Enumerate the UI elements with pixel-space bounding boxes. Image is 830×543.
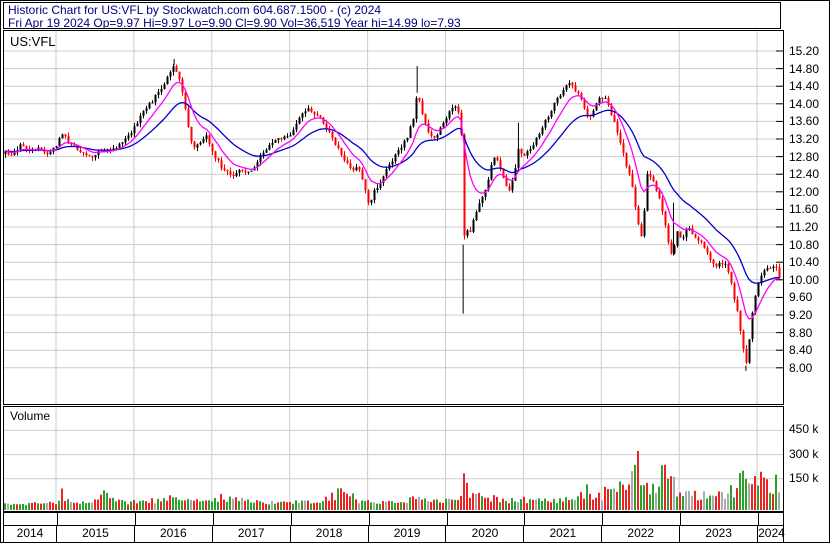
price-axis-label: 10.80	[789, 237, 820, 252]
ma-fast-line	[4, 81, 780, 320]
price-axis-label: 13.20	[789, 132, 820, 146]
year-label: 2021	[524, 526, 603, 542]
price-axis-label: 10.40	[789, 255, 820, 270]
year-boundary-tick	[290, 513, 292, 525]
candles-group	[4, 58, 781, 371]
volume-bars-group	[4, 450, 780, 510]
year-label: 2019	[369, 526, 447, 542]
year-boundary-tick	[368, 513, 370, 525]
year-label: 2020	[447, 526, 525, 542]
year-label: 2018	[291, 526, 369, 542]
year-boundary-tick	[602, 513, 604, 525]
price-axis-label: 8.40	[789, 343, 813, 358]
year-boundary-tick	[680, 513, 682, 525]
header-quote-line: Fri Apr 19 2024 Op=9.97 Hi=9.97 Lo=9.90 …	[8, 16, 461, 29]
year-boundary-tick	[134, 513, 136, 525]
year-label: 2015	[57, 526, 135, 542]
ma-slow-line	[4, 101, 779, 284]
chart-header: Historic Chart for US:VFL by Stockwatch.…	[3, 2, 781, 29]
year-tick-row	[3, 512, 784, 526]
year-label: 2024	[758, 526, 785, 540]
header-title-line: Historic Chart for US:VFL by Stockwatch.…	[8, 3, 382, 17]
volume-gridlines	[4, 407, 783, 511]
symbol-label: US:VFL	[10, 34, 56, 49]
volume-axis-label: 300 k	[789, 446, 819, 461]
year-boundary-tick	[758, 513, 760, 525]
volume-axis-label: 450 k	[789, 422, 819, 437]
price-axis-label: 11.60	[789, 202, 819, 217]
year-label-row: 2014 2015 2016 2017 2018 2019 2020 2021 2022 2023…	[3, 525, 785, 542]
price-panel[interactable]: US:VFL	[3, 30, 784, 405]
price-axis-label: 12.40	[789, 167, 820, 182]
price-axis-label: 10.00	[789, 272, 820, 287]
price-axis-label: 12.00	[789, 184, 820, 199]
volume-chart-canvas[interactable]	[4, 407, 783, 511]
price-axis-label: 9.60	[789, 290, 813, 305]
year-label: 2023	[680, 526, 759, 542]
price-axis-label: 14.80	[789, 61, 820, 76]
price-axis-label: 9.20	[789, 308, 813, 322]
year-boundary-tick	[446, 513, 448, 525]
year-boundary-tick	[212, 513, 214, 525]
year-boundary-tick	[524, 513, 526, 525]
price-axis-label: 11.20	[789, 220, 819, 234]
price-axis-label: 8.00	[789, 360, 813, 375]
volume-axis-label: 150 k	[789, 470, 819, 485]
price-axis-label: 13.60	[789, 114, 820, 129]
price-axis-label: 12.80	[789, 149, 820, 164]
year-boundary-tick	[57, 513, 58, 525]
price-axis-label: 14.40	[789, 79, 820, 94]
volume-label: Volume	[10, 409, 53, 423]
price-axis-label: 15.20	[789, 44, 820, 58]
price-axis-label: 8.80	[789, 325, 813, 340]
year-label: 2022	[602, 526, 681, 542]
volume-panel[interactable]: Volume	[3, 406, 784, 512]
year-label: 2014	[4, 526, 57, 542]
price-chart-canvas[interactable]	[4, 31, 783, 404]
year-label: 2017	[213, 526, 291, 542]
year-label: 2016	[135, 526, 213, 542]
price-axis-label: 14.00	[789, 96, 820, 111]
